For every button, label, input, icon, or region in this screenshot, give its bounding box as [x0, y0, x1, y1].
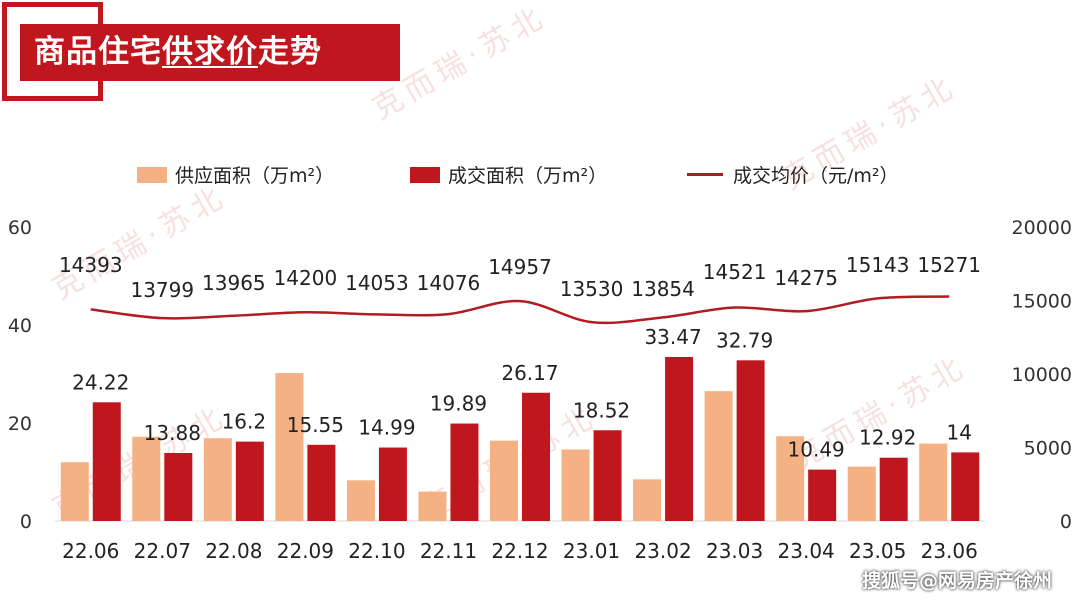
supply-bar	[704, 391, 733, 521]
supply-bar	[919, 443, 948, 521]
y-left-tick-label: 40	[8, 315, 32, 337]
source-credit: 搜狐号@网易房产徐州	[861, 570, 1052, 592]
supply-bar	[490, 440, 518, 521]
supply-bar	[847, 466, 876, 521]
y-left-tick-label: 0	[20, 511, 32, 533]
deal-bar	[522, 392, 550, 521]
deal-bar	[307, 444, 336, 521]
x-tick-label: 22.09	[277, 539, 334, 563]
x-tick-label: 23.05	[849, 539, 906, 563]
legend-price: 成交均价（元/m²）	[687, 161, 899, 188]
price-data-label: 14957	[488, 255, 552, 279]
title-part-3: 走势	[258, 34, 322, 70]
x-tick-label: 23.04	[778, 539, 835, 563]
legend-price-label: 成交均价（元/m²）	[733, 165, 899, 187]
legend-supply-label: 供应面积（万m²）	[175, 165, 335, 187]
deal-bar	[164, 452, 193, 521]
y-right-tick-label: 0	[1060, 511, 1072, 533]
supply-bar	[132, 436, 161, 521]
supply-bar	[561, 449, 590, 521]
supply-bar	[633, 479, 662, 521]
deal-data-label: 19.89	[430, 392, 487, 416]
legend-deal-label: 成交面积（万m²）	[448, 165, 608, 187]
x-tick-label: 23.01	[563, 539, 620, 563]
supply-bar	[776, 436, 805, 521]
deal-data-label: 32.79	[716, 328, 773, 352]
chart-legend: 供应面积（万m²） 成交面积（万m²） 成交均价（元/m²）	[0, 161, 1080, 191]
deal-data-label: 10.49	[788, 438, 845, 462]
deal-data-label: 15.55	[287, 413, 344, 437]
watermark: 克而瑞·苏北	[367, 0, 554, 127]
x-tick-label: 22.08	[205, 539, 262, 563]
deal-data-label: 14.99	[358, 416, 415, 440]
deal-bar	[593, 430, 622, 521]
deal-data-label: 14	[947, 420, 972, 444]
price-data-label: 13799	[130, 278, 194, 302]
title-part-1: 商品住宅	[34, 34, 162, 70]
price-data-label: 14275	[774, 266, 838, 290]
watermark-text: 克而瑞·苏北	[777, 69, 964, 197]
watermark-text: 克而瑞·苏北	[367, 0, 554, 127]
deal-bar	[808, 469, 837, 521]
deal-bar	[951, 452, 980, 521]
x-tick-label: 22.10	[348, 539, 405, 563]
x-tick-label: 22.06	[62, 539, 119, 563]
deal-data-label: 13.88	[144, 421, 201, 445]
y-right-tick-label: 15000	[1012, 291, 1072, 313]
price-data-label: 15271	[917, 253, 981, 277]
supply-bar	[418, 491, 447, 521]
price-line	[90, 295, 950, 325]
price-data-label: 15143	[846, 253, 910, 277]
price-data-label: 14200	[274, 266, 338, 290]
x-tick-label: 23.06	[921, 539, 978, 563]
x-tick-label: 23.03	[706, 539, 763, 563]
watermark: 克而瑞·苏北	[777, 69, 964, 197]
price-data-label: 14053	[345, 271, 409, 295]
y-right-tick-label: 20000	[1012, 217, 1072, 239]
y-left-tick-label: 60	[8, 217, 32, 239]
page-title: 商品住宅供求价走势	[20, 24, 400, 81]
y-right-tick-label: 10000	[1012, 364, 1072, 386]
title-part-2: 供求价	[162, 34, 258, 70]
legend-deal-swatch	[410, 166, 440, 183]
deal-bar	[450, 423, 479, 521]
deal-data-label: 26.17	[501, 361, 558, 385]
price-data-label: 13854	[631, 277, 695, 301]
price-data-label: 14076	[417, 271, 481, 295]
deal-data-label: 12.92	[859, 426, 916, 450]
legend-supply: 供应面积（万m²）	[137, 161, 334, 188]
supply-bar	[60, 462, 89, 521]
price-data-label: 14521	[703, 260, 767, 284]
deal-bar	[736, 360, 765, 521]
x-tick-label: 22.07	[134, 539, 191, 563]
deal-bar	[879, 457, 908, 521]
supply-bar	[275, 373, 304, 521]
deal-bar	[665, 356, 694, 521]
legend-supply-swatch	[137, 166, 167, 183]
x-tick-label: 22.12	[491, 539, 548, 563]
legend-price-swatch	[687, 173, 723, 176]
supply-bar	[203, 438, 232, 521]
deal-bar	[378, 447, 407, 521]
x-tick-label: 22.11	[420, 539, 477, 563]
legend-deal: 成交面积（万m²）	[410, 161, 607, 188]
deal-data-label: 33.47	[644, 325, 701, 349]
y-right-tick-label: 5000	[1024, 438, 1072, 460]
y-left-tick-label: 20	[8, 413, 32, 435]
deal-data-label: 16.2	[222, 410, 267, 434]
deal-data-label: 24.22	[72, 370, 129, 394]
deal-data-label: 18.52	[573, 398, 630, 422]
supply-bar	[346, 480, 375, 521]
deal-bar	[235, 441, 264, 521]
price-data-label: 14393	[59, 253, 123, 277]
price-data-label: 13965	[202, 271, 266, 295]
price-data-label: 13530	[560, 277, 624, 301]
deal-bar	[92, 402, 121, 521]
x-tick-label: 23.02	[634, 539, 691, 563]
